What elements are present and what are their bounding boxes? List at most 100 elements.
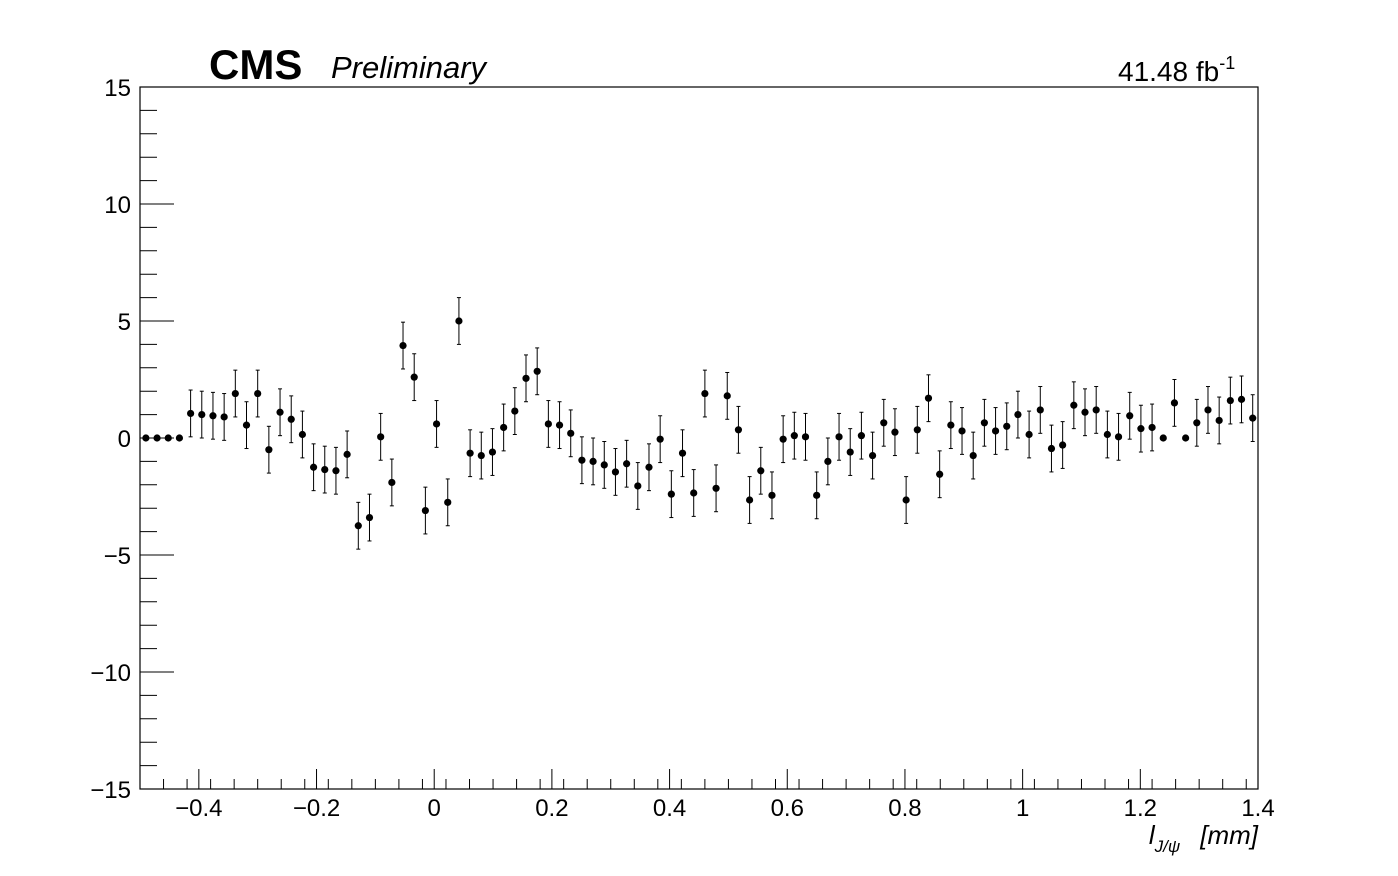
data-point	[880, 398, 888, 447]
data-point	[1081, 388, 1089, 437]
data-point	[980, 398, 988, 447]
point-marker	[1059, 441, 1067, 449]
data-point	[600, 441, 608, 489]
data-point	[1126, 391, 1134, 440]
point-marker	[421, 506, 429, 515]
point-marker	[555, 421, 564, 429]
data-point	[522, 354, 530, 403]
data-point	[343, 430, 351, 479]
point-marker	[1081, 408, 1089, 416]
data-point	[723, 371, 731, 420]
x-tick-label: 1.4	[1241, 795, 1274, 822]
point-marker	[466, 449, 474, 457]
luminosity-value: 41.48 fb	[1118, 56, 1219, 87]
data-point	[969, 431, 977, 480]
data-point	[634, 462, 642, 510]
point-marker	[857, 432, 866, 440]
data-point	[444, 478, 452, 527]
data-point	[555, 401, 564, 450]
point-marker	[991, 427, 1000, 435]
point-marker	[321, 465, 329, 474]
point-marker	[365, 513, 374, 522]
point-marker	[488, 448, 497, 456]
point-marker	[1159, 434, 1167, 442]
x-tick-label: 0.2	[535, 795, 568, 822]
experiment-label: CMS	[209, 41, 302, 88]
data-point	[242, 401, 251, 450]
data-point	[466, 429, 474, 478]
point-marker	[690, 489, 698, 497]
data-point	[757, 446, 765, 495]
data-point	[611, 448, 620, 496]
data-point	[198, 390, 206, 439]
point-marker	[1070, 401, 1078, 409]
x-tick-label: 1.2	[1124, 795, 1157, 822]
point-marker	[734, 426, 743, 434]
y-tick-label: 0	[118, 426, 131, 453]
data-point	[377, 412, 385, 461]
data-point	[824, 437, 832, 486]
point-marker	[936, 470, 944, 478]
data-point	[1215, 396, 1223, 445]
data-point	[1047, 424, 1056, 473]
point-marker	[444, 498, 452, 506]
point-marker	[410, 373, 418, 381]
point-marker	[332, 467, 340, 475]
data-point	[801, 412, 810, 461]
luminosity-label: 41.48 fb-1	[1118, 53, 1235, 87]
data-point	[779, 415, 787, 464]
data-point	[1193, 398, 1201, 447]
point-marker	[835, 433, 843, 441]
data-point	[656, 415, 664, 464]
point-marker	[1226, 396, 1234, 405]
data-point	[1182, 434, 1190, 442]
data-point	[1170, 379, 1179, 427]
data-point	[1070, 381, 1078, 430]
point-marker	[254, 389, 262, 398]
point-marker	[242, 421, 251, 429]
x-tick-label: 0.6	[771, 795, 804, 822]
point-marker	[813, 491, 821, 499]
data-point	[567, 409, 575, 458]
data-point	[1003, 402, 1011, 451]
x-tick-label: 0	[428, 795, 441, 822]
point-marker	[276, 408, 284, 416]
data-point	[209, 391, 217, 440]
data-point	[746, 476, 754, 524]
data-point	[868, 431, 877, 480]
data-point	[857, 411, 866, 460]
point-marker	[667, 490, 675, 498]
x-tick-label: 0.8	[888, 795, 921, 822]
point-marker	[1249, 414, 1257, 422]
point-marker	[1193, 419, 1201, 427]
point-marker	[634, 482, 642, 490]
point-marker	[298, 430, 307, 439]
data-point	[287, 395, 295, 444]
y-axis-tick-labels: −15 −10 −5 0 5 10 15	[90, 75, 131, 804]
data-point	[846, 428, 854, 476]
point-marker	[980, 419, 988, 427]
data-point	[1249, 394, 1257, 443]
point-marker	[354, 522, 362, 530]
point-marker	[377, 433, 385, 441]
point-marker	[723, 392, 731, 400]
data-point	[678, 429, 687, 478]
point-marker	[969, 451, 977, 460]
point-marker	[779, 435, 787, 443]
data-point	[1114, 412, 1123, 461]
data-point	[924, 374, 933, 423]
data-point	[511, 387, 519, 435]
point-marker	[1047, 444, 1056, 453]
point-marker	[287, 415, 295, 423]
data-point	[410, 353, 418, 402]
point-marker	[913, 426, 921, 434]
data-point	[991, 407, 1000, 455]
y-tick-label: −10	[90, 660, 131, 687]
data-point	[1148, 403, 1156, 452]
point-marker	[175, 434, 184, 442]
data-point	[902, 476, 910, 524]
point-marker	[645, 463, 653, 471]
data-point	[477, 431, 485, 480]
point-marker	[265, 446, 273, 454]
point-marker	[678, 449, 687, 457]
